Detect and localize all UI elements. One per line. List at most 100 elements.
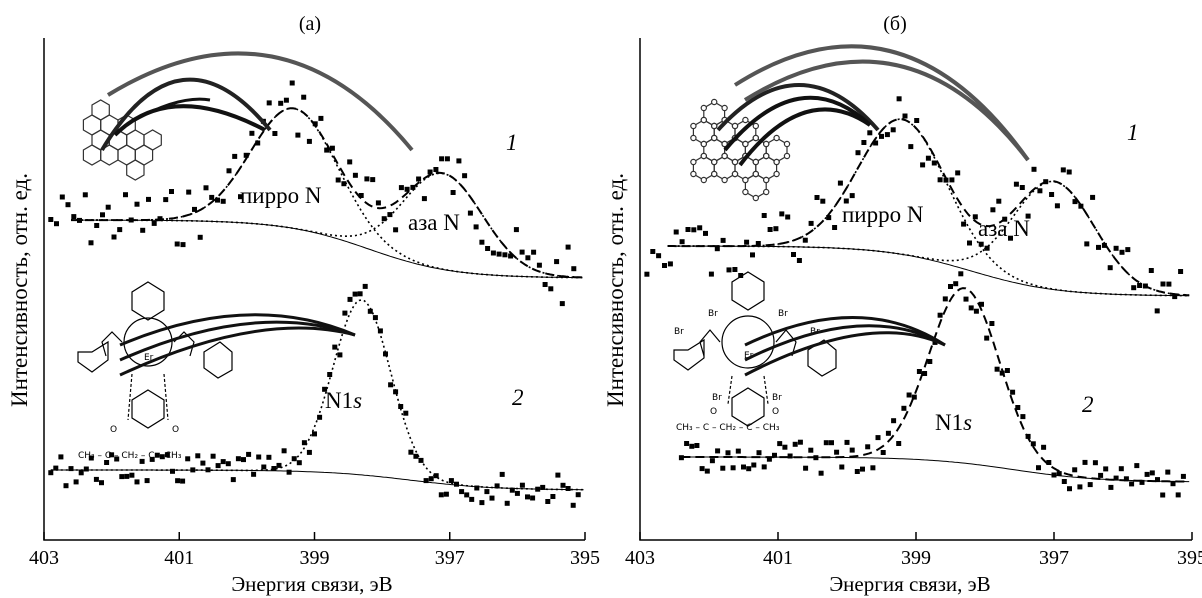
curve2-data-point — [968, 305, 974, 311]
panel-b-curve2-label: 2 — [1082, 392, 1094, 417]
panel-a-ylabel: Интенсивность, отн. ед. — [7, 173, 32, 407]
curve2-data-point — [735, 448, 741, 454]
curve1-data-point — [673, 229, 679, 235]
curve1-data-point — [1137, 283, 1143, 288]
graphene-atom — [763, 188, 770, 196]
curve2-data-point — [175, 478, 181, 484]
curve2-data-point — [1077, 484, 1083, 490]
curve2-data-point — [88, 455, 94, 461]
graphene-atom — [752, 134, 760, 142]
curve2-data-point — [99, 480, 104, 486]
curve1-data-point — [1125, 247, 1131, 253]
curve2-data-point — [823, 440, 829, 446]
curve1-data-point — [364, 176, 370, 182]
curve1-data-point — [249, 130, 255, 136]
curve2-data-point — [1030, 441, 1036, 447]
curve1-data-point — [462, 173, 468, 179]
curve1-data-point — [289, 80, 295, 86]
graphene-atom — [752, 194, 760, 202]
graphene-atom — [721, 152, 728, 160]
curve2-data-point — [741, 464, 746, 470]
panel-b-curve1-label: 1 — [1127, 120, 1139, 145]
curve2-data-point — [1103, 466, 1109, 472]
curve2-data-point — [93, 476, 99, 482]
x-tick-label: 401 — [164, 547, 194, 569]
curve2-data-point — [398, 404, 404, 409]
curve2-data-point — [782, 444, 788, 450]
curve2-data-point — [514, 490, 520, 496]
curve1-data-point — [650, 249, 656, 254]
panel-a-pyrrole-label: пирро N — [240, 183, 322, 208]
curve1-data-point — [867, 130, 873, 136]
graphene-atom — [700, 104, 708, 112]
curve1-data-point — [826, 215, 832, 221]
panel-a-points — [48, 80, 581, 508]
curve2-data-point — [367, 308, 373, 314]
curve2-data-point — [766, 456, 772, 462]
curve1-data-point — [755, 241, 761, 246]
curve1-data-point — [1043, 179, 1049, 185]
curve1-data-point — [855, 150, 861, 156]
curve2-data-point — [469, 496, 475, 502]
curve1-background-line — [71, 219, 583, 279]
curve2-data-point — [535, 486, 541, 492]
panel-a-o1-label: O — [110, 425, 117, 435]
curve1-data-point — [318, 115, 324, 121]
curve1-data-point — [667, 261, 673, 267]
curve1-data-point — [779, 211, 785, 217]
curve2-data-point — [891, 418, 897, 424]
curve2-data-point — [989, 321, 995, 326]
curve1-data-point — [691, 227, 697, 233]
curve2-data-point — [170, 468, 175, 474]
curve2-data-point — [973, 308, 979, 314]
panel-a-porphyrin-molecule: Er O O CH₃ – C – CH₂ – C – CH₃ — [77, 281, 233, 461]
graphene-atom — [742, 116, 749, 124]
curve1-data-point — [925, 155, 931, 161]
curve1-data-point — [209, 194, 215, 200]
curve2-data-point — [509, 487, 515, 493]
curve1-data-point — [306, 138, 312, 144]
curve2-data-point — [678, 455, 684, 461]
curve1-data-point — [843, 198, 849, 204]
panel-b-o1-label: O — [710, 407, 717, 417]
curve1-data-point — [1054, 203, 1060, 209]
curve2-data-point — [818, 470, 824, 476]
curve1-data-point — [151, 220, 157, 226]
curve1-data-point — [82, 192, 88, 198]
curve1-data-point — [393, 227, 399, 233]
curve2-data-point — [342, 310, 348, 316]
curve1-data-point — [720, 237, 726, 243]
curve2-data-point — [251, 471, 257, 477]
x-tick-label: 403 — [29, 547, 59, 569]
curve2-data-point — [1025, 433, 1031, 439]
graphene-atom — [731, 170, 739, 178]
curve1-data-point — [914, 118, 920, 123]
curve2-data-point — [164, 452, 170, 458]
curve2-data-point — [937, 312, 943, 318]
curve1-data-point — [266, 100, 272, 106]
curve1-data-point — [347, 159, 353, 165]
curve2-data-point — [880, 450, 886, 455]
panel-b-ticks: 403 401 399 397 395 — [625, 532, 1202, 569]
graphene-atom — [763, 152, 770, 160]
curve2-data-point — [448, 478, 454, 484]
curve1-data-point — [1013, 181, 1019, 187]
curve1-data-point — [467, 210, 473, 216]
curve1-data-point — [1142, 283, 1148, 289]
panel-a-ticks: 403 401 399 397 395 — [29, 532, 600, 569]
curve2-data-point — [756, 450, 762, 456]
curve2-data-point — [200, 460, 206, 466]
curve2-data-point — [256, 454, 262, 460]
curve1-data-point — [375, 200, 381, 206]
curve1-data-point — [1166, 281, 1172, 287]
curve2-data-point — [1092, 460, 1098, 466]
curve2-data-point — [205, 467, 211, 473]
curve2-data-point — [948, 284, 953, 289]
curve1-data-point — [990, 207, 996, 213]
curve2-background-line — [681, 456, 1190, 483]
curve1-data-point — [884, 132, 890, 138]
curve1-data-point — [174, 241, 180, 247]
curve2-data-point — [139, 458, 145, 464]
curve1-data-point — [169, 189, 174, 194]
curve2-data-point — [78, 470, 84, 476]
